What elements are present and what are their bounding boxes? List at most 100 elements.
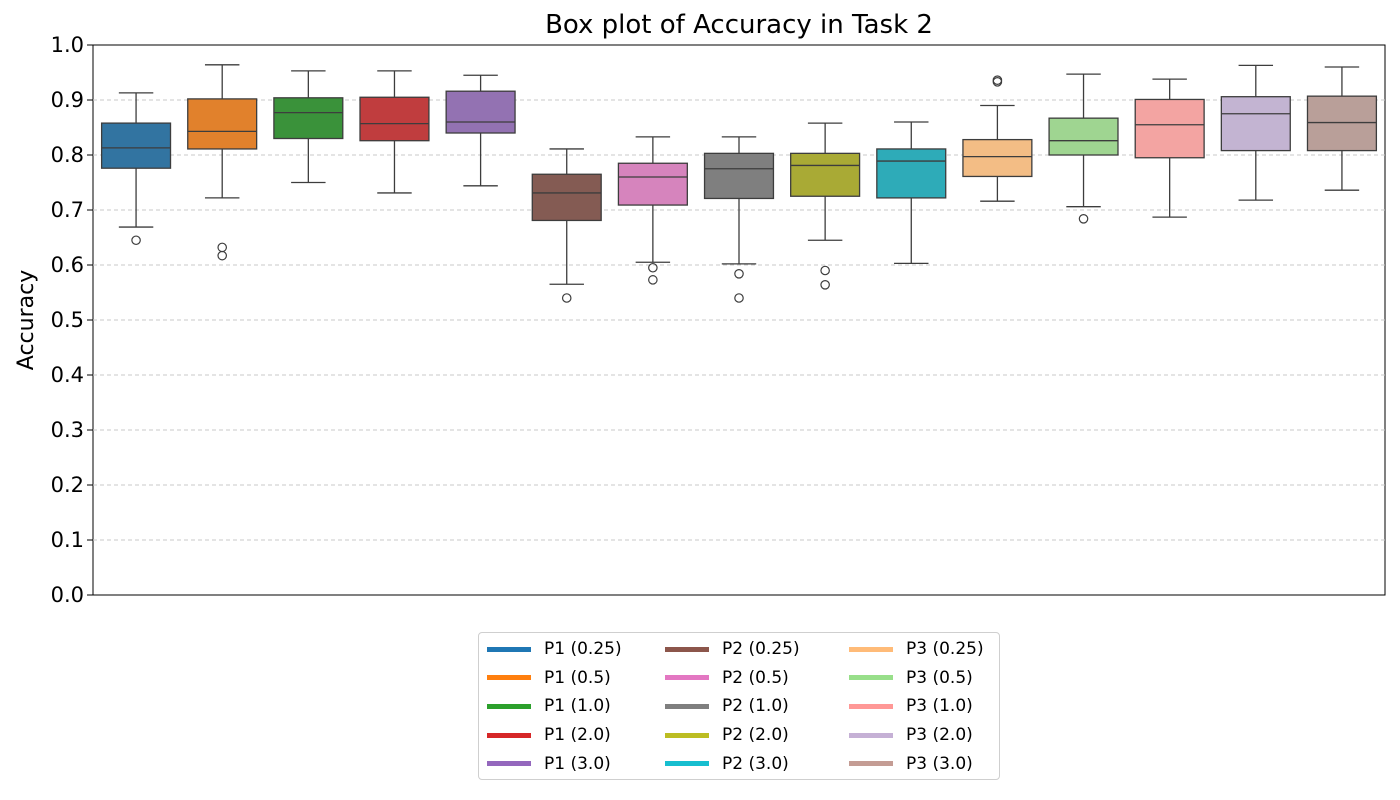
y-tick-label: 0.8 <box>51 143 84 167</box>
y-tick-label: 0.6 <box>51 253 84 277</box>
outlier-point <box>734 293 744 303</box>
legend-item: P3 (3.0) <box>849 753 973 775</box>
y-tick-label: 0.1 <box>51 528 84 552</box>
legend-item: P3 (1.0) <box>849 695 973 717</box>
legend-item: P2 (2.0) <box>665 724 789 746</box>
legend-label: P3 (0.25) <box>906 639 984 659</box>
box-iqr <box>187 98 258 150</box>
legend-item: P2 (0.25) <box>665 638 800 660</box>
box-iqr <box>703 152 775 200</box>
box-iqr <box>876 148 947 199</box>
y-tick-label: 0.4 <box>51 363 84 387</box>
box-iqr <box>1048 117 1119 156</box>
legend-label: P3 (0.5) <box>906 667 973 688</box>
box-6 <box>531 148 602 303</box>
legend-swatch <box>487 646 531 652</box>
box-iqr <box>1134 98 1205 159</box>
box-iqr <box>531 173 602 222</box>
box-15 <box>1306 66 1378 191</box>
legend-item: P1 (0.5) <box>487 667 611 689</box>
legend-label: P1 (0.25) <box>544 639 622 659</box>
box-8 <box>703 136 775 303</box>
legend-label: P3 (3.0) <box>906 753 973 774</box>
legend-swatch <box>849 732 893 738</box>
box-5 <box>445 74 516 187</box>
outlier-point <box>1078 214 1089 224</box>
y-tick-label: 0.5 <box>51 308 84 332</box>
box-series <box>100 64 1378 303</box>
y-tick-label: 0.2 <box>51 473 84 497</box>
legend-label: P3 (2.0) <box>906 725 973 746</box>
legend-swatch <box>849 646 893 652</box>
outlier-point <box>648 275 658 285</box>
box-iqr <box>1306 95 1378 152</box>
box-13 <box>1134 78 1205 218</box>
outlier-point <box>131 235 141 246</box>
legend-item: P1 (3.0) <box>487 753 611 775</box>
legend-swatch <box>487 675 531 681</box>
outlier-point <box>561 293 572 303</box>
box-iqr <box>359 96 430 142</box>
legend-item: P3 (0.5) <box>849 667 973 689</box>
legend-label: P2 (0.25) <box>722 639 800 659</box>
legend-label: P2 (2.0) <box>722 725 789 746</box>
legend-swatch <box>665 646 709 652</box>
box-4 <box>359 70 430 194</box>
y-axis-label: Accuracy <box>14 270 39 370</box>
legend-label: P1 (3.0) <box>544 753 611 774</box>
legend-label: P2 (1.0) <box>722 696 789 717</box>
outlier-point <box>217 242 227 253</box>
legend-label: P1 (1.0) <box>544 696 611 717</box>
box-14 <box>1220 64 1291 201</box>
y-axis: 0.0 0.1 0.2 0.3 0.4 0.5 0.6 0.7 0.8 0.9 1.0 <box>51 33 93 607</box>
legend-swatch <box>487 732 531 738</box>
box-9 <box>790 122 861 290</box>
legend-swatch <box>849 761 893 767</box>
legend-swatch <box>487 703 531 709</box>
box-2 <box>187 64 258 261</box>
legend-item: P1 (0.25) <box>487 638 622 660</box>
outlier-point <box>648 262 658 273</box>
box-iqr <box>100 122 172 169</box>
y-tick-label: 0.3 <box>51 418 84 442</box>
chart-title: Box plot of Accuracy in Task 2 <box>545 10 933 40</box>
legend-label: P2 (3.0) <box>722 753 789 774</box>
box-1 <box>100 92 172 246</box>
y-tick-label: 0.7 <box>51 198 84 222</box>
box-iqr <box>962 138 1033 178</box>
box-iqr <box>273 97 344 140</box>
box-iqr <box>790 152 861 197</box>
y-tick-label: 1.0 <box>51 33 84 57</box>
outlier-point <box>217 250 227 261</box>
legend-item: P3 (2.0) <box>849 724 973 746</box>
legend-item: P3 (0.25) <box>849 638 984 660</box>
legend-swatch <box>665 761 709 767</box>
outlier-point <box>734 268 744 279</box>
legend-label: P2 (0.5) <box>722 667 789 688</box>
legend-item: P2 (1.0) <box>665 695 789 717</box>
box-iqr <box>617 162 688 206</box>
outlier-point <box>820 279 830 290</box>
legend-item: P1 (1.0) <box>487 695 611 717</box>
legend-item: P2 (0.5) <box>665 667 789 689</box>
box-12 <box>1048 73 1119 224</box>
legend-label: P1 (2.0) <box>544 725 611 746</box>
y-tick-label: 0.9 <box>51 88 84 112</box>
legend-label: P1 (0.5) <box>544 667 611 688</box>
legend-swatch <box>665 732 709 738</box>
box-10 <box>876 121 947 265</box>
legend: P1 (0.25) P1 (0.5) P1 (1.0) P1 (2.0) P1 (3.0… <box>478 632 1000 780</box>
legend-label: P3 (1.0) <box>906 696 973 717</box>
legend-swatch <box>487 761 531 767</box>
box-11 <box>962 75 1033 202</box>
box-3 <box>273 70 344 184</box>
legend-item: P2 (3.0) <box>665 753 789 775</box>
outlier-point <box>992 75 1003 85</box>
legend-swatch <box>849 703 893 709</box>
legend-item: P1 (2.0) <box>487 724 611 746</box>
box-7 <box>617 136 688 285</box>
outlier-point <box>820 265 830 276</box>
legend-swatch <box>849 675 893 681</box>
legend-swatch <box>665 675 709 681</box>
legend-swatch <box>665 703 709 709</box>
